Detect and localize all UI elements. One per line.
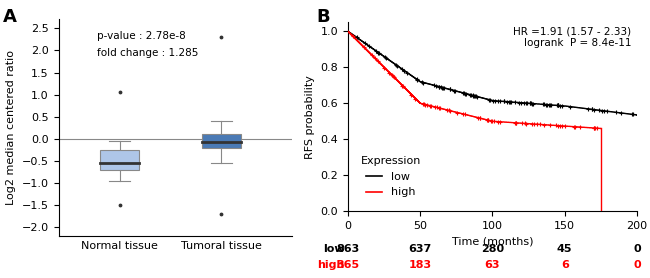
Text: 63: 63 xyxy=(485,260,500,270)
Text: high: high xyxy=(317,260,344,270)
Legend: low, high: low, high xyxy=(356,152,426,202)
Text: low: low xyxy=(323,244,345,254)
Text: p-value : 2.78e-8: p-value : 2.78e-8 xyxy=(97,31,186,41)
Text: B: B xyxy=(317,8,330,26)
Bar xyxy=(202,134,240,148)
Text: 637: 637 xyxy=(408,244,432,254)
Text: 0: 0 xyxy=(633,244,641,254)
Text: 0: 0 xyxy=(633,260,641,270)
Text: 280: 280 xyxy=(481,244,504,254)
X-axis label: Time (months): Time (months) xyxy=(452,237,533,247)
Bar xyxy=(100,150,139,170)
Text: A: A xyxy=(3,8,17,26)
Text: HR =1.91 (1.57 - 2.33)
logrank  P = 8.4e-11: HR =1.91 (1.57 - 2.33) logrank P = 8.4e-… xyxy=(513,26,631,48)
Y-axis label: Log2 median centered ratio: Log2 median centered ratio xyxy=(6,50,16,205)
Text: 183: 183 xyxy=(408,260,432,270)
Text: 365: 365 xyxy=(336,260,359,270)
Text: 863: 863 xyxy=(336,244,359,254)
Text: fold change : 1.285: fold change : 1.285 xyxy=(97,48,198,58)
Text: 45: 45 xyxy=(557,244,573,254)
Text: 6: 6 xyxy=(561,260,569,270)
Y-axis label: RFS probability: RFS probability xyxy=(305,75,315,159)
